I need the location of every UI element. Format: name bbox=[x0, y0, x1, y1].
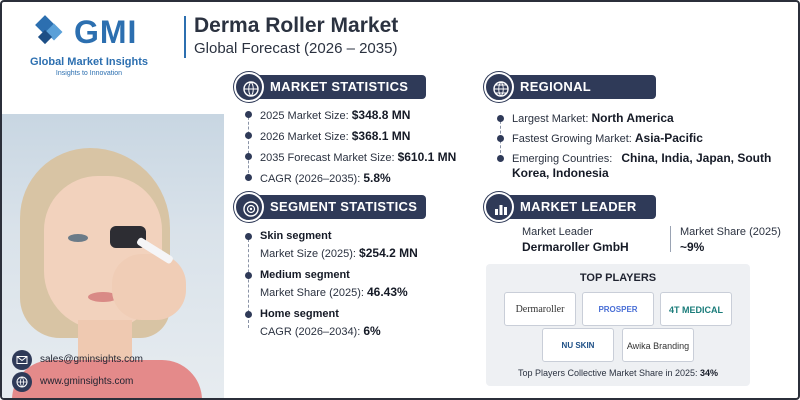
regional-row: Largest Market: North America bbox=[512, 111, 674, 125]
market-stat-row: CAGR (2026–2035): 5.8% bbox=[260, 171, 391, 185]
regional-row: Fastest Growing Market: Asia-Pacific bbox=[512, 131, 703, 145]
segment-name: Medium segment bbox=[260, 269, 350, 281]
leader-divider bbox=[670, 226, 671, 252]
globe-chart-icon bbox=[234, 72, 264, 102]
4t-medical-logo: 4T MEDICAL bbox=[660, 292, 732, 326]
market-leader-label: Market Leader bbox=[522, 226, 593, 238]
prosper-logo: PROSPER bbox=[582, 292, 654, 326]
email-icon bbox=[12, 350, 32, 370]
segment-statistics-header: SEGMENT STATISTICS bbox=[234, 192, 426, 222]
globe-link-icon bbox=[12, 372, 32, 392]
market-share-label: Market Share (2025) bbox=[680, 226, 781, 238]
segment-stat-row: Market Size (2025): $254.2 MN bbox=[260, 246, 418, 260]
segment-name: Home segment bbox=[260, 308, 339, 320]
market-leader-value: Dermaroller GmbH bbox=[522, 240, 629, 254]
regional-row: Emerging Countries: China, India, Japan,… bbox=[512, 151, 772, 165]
gmi-logo: GMI Global Market Insights Insights to I… bbox=[14, 12, 164, 82]
segment-stat-row: CAGR (2026–2034): 6% bbox=[260, 324, 381, 338]
top-players-heading: TOP PLAYERS bbox=[579, 272, 657, 284]
top-players-panel: TOP PLAYERS Dermaroller PROSPER 4T MEDIC… bbox=[486, 264, 750, 386]
market-stat-row: 2026 Market Size: $368.1 MN bbox=[260, 129, 411, 143]
market-leader-header: MARKET LEADER bbox=[484, 192, 656, 222]
globe-icon bbox=[484, 72, 514, 102]
segment-stat-row: Market Share (2025): 46.43% bbox=[260, 285, 408, 299]
market-statistics-header: MARKET STATISTICS bbox=[234, 72, 426, 102]
market-stat-row: 2025 Market Size: $348.8 MN bbox=[260, 108, 411, 122]
target-icon bbox=[234, 192, 264, 222]
market-leader-heading: MARKET LEADER bbox=[506, 195, 656, 219]
logo-tagline: Insights to Innovation bbox=[55, 70, 123, 77]
awika-branding-logo: Awika Branding bbox=[622, 328, 694, 362]
contact-email[interactable]: sales@gminsights.com bbox=[40, 354, 143, 365]
page-title: Derma Roller Market bbox=[194, 14, 399, 37]
dermaroller-logo: Dermaroller bbox=[504, 292, 576, 326]
regional-insights-heading: REGIONAL INSIGHTS bbox=[506, 75, 656, 118]
nu-skin-logo: NU SKIN bbox=[542, 328, 614, 362]
segment-statistics-heading: SEGMENT STATISTICS bbox=[256, 195, 426, 219]
bar-chart-icon bbox=[484, 192, 514, 222]
market-share-value: ~9% bbox=[680, 240, 705, 254]
regional-row-continued: Korea, Indonesia bbox=[512, 166, 609, 180]
top-players-share: Top Players Collective Market Share in 2… bbox=[517, 368, 719, 378]
segment-name: Skin segment bbox=[260, 230, 332, 242]
contact-website[interactable]: www.gminsights.com bbox=[40, 376, 134, 387]
title-divider bbox=[184, 16, 186, 58]
gmi-diamond-icon bbox=[35, 15, 63, 45]
market-statistics-heading: MARKET STATISTICS bbox=[256, 75, 426, 99]
regional-insights-header: REGIONAL INSIGHTS bbox=[484, 72, 656, 118]
woman-with-derma-roller-photo bbox=[2, 114, 224, 398]
page-subtitle: Global Forecast (2026 – 2035) bbox=[194, 40, 398, 57]
logo-name: Global Market Insights bbox=[30, 56, 148, 68]
logo-short: GMI bbox=[74, 14, 138, 50]
market-stat-row: 2035 Forecast Market Size: $610.1 MN bbox=[260, 150, 457, 164]
